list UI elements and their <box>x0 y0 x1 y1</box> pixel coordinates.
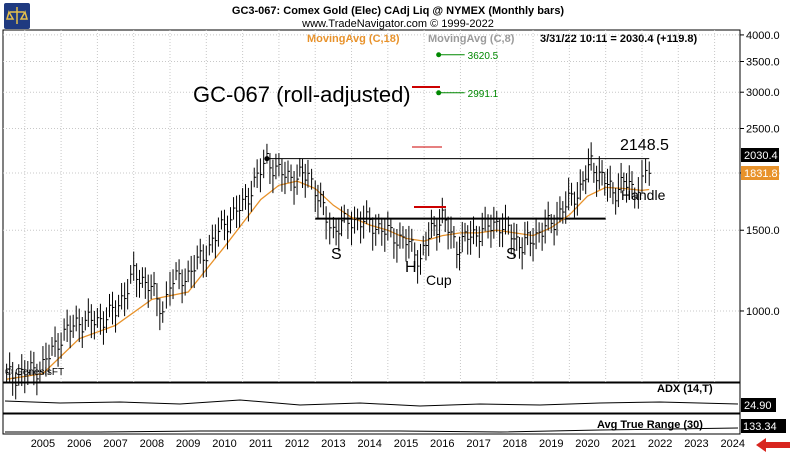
x-tick-label: 2024 <box>720 438 744 450</box>
x-tick-label: 2013 <box>321 438 345 450</box>
head-label: H <box>405 259 417 276</box>
trade-navigator-logo <box>4 3 30 29</box>
x-tick-label: 2015 <box>394 438 418 450</box>
chart-subtitle: www.TradeNavigator.com © 1999-2022 <box>301 18 494 30</box>
x-tick-label: 2006 <box>67 438 91 450</box>
x-tick-label: 2014 <box>357 438 381 450</box>
ma-slow-legend: MovingAvg (C,8) <box>428 33 515 45</box>
x-tick-label: 2018 <box>503 438 527 450</box>
svg-text:133.34: 133.34 <box>743 421 777 433</box>
chart-title: GC3-067: Comex Gold (Elec) CAdj Liq @ NY… <box>232 5 565 17</box>
atr-value-badge: 133.34 <box>741 419 786 433</box>
resistance-label: 2148.5 <box>620 137 669 154</box>
atr-line <box>5 427 739 433</box>
adx-line <box>4 399 739 407</box>
y-tick-label: 1500.0 <box>746 225 780 237</box>
svg-text:1831.8: 1831.8 <box>744 168 778 180</box>
ma-fast-legend: MovingAvg (C,18) <box>307 33 400 45</box>
target-label: 3620.5 <box>468 51 499 62</box>
x-tick-label: 2005 <box>31 438 55 450</box>
ma-18-line <box>6 180 650 380</box>
x-tick-label: 2021 <box>612 438 636 450</box>
right-shoulder-label: S <box>506 246 517 263</box>
x-tick-label: 2008 <box>140 438 164 450</box>
target-label: 2991.1 <box>468 89 499 100</box>
x-axis: 2005 2006 2007 2008 2009 2010 2011 2012 2013 2014… <box>31 438 745 450</box>
x-tick-label: 2019 <box>539 438 563 450</box>
adx-value-badge: 24.90 <box>741 398 776 412</box>
ma-value-badge: 1831.8 <box>741 166 779 180</box>
y-tick-label: 3000.0 <box>746 87 780 99</box>
price-panel <box>2 29 741 383</box>
moving-average-series <box>6 180 650 380</box>
copyright-label: © GenesisFT <box>5 367 64 378</box>
scroll-right-arrow-icon[interactable] <box>754 437 792 453</box>
x-tick-label: 2012 <box>285 438 309 450</box>
left-shoulder-label: S <box>331 246 342 263</box>
handle-label: Handle <box>621 187 666 203</box>
target-marker <box>436 52 442 58</box>
last-bar-readout: 3/31/22 10:11 = 2030.4 (+119.8) <box>540 33 698 45</box>
x-tick-label: 2016 <box>430 438 454 450</box>
y-tick-label: 1000.0 <box>746 306 780 318</box>
y-tick-label: 4000.0 <box>746 30 780 42</box>
x-tick-label: 2020 <box>575 438 599 450</box>
price-series <box>6 142 652 400</box>
cup-label: Cup <box>426 272 452 288</box>
y-tick-label: 2500.0 <box>746 124 780 136</box>
last-price-badge: 2030.4 <box>741 148 779 162</box>
x-tick-label: 2009 <box>176 438 200 450</box>
atr-label: Avg True Range (30) <box>597 419 703 431</box>
x-tick-label: 2011 <box>249 438 273 450</box>
adx-label: ADX (14,T) <box>657 383 713 395</box>
price-targets: 3620.5 2991.1 <box>436 51 499 100</box>
y-tick-label: 3500.0 <box>746 57 780 69</box>
x-tick-label: 2017 <box>466 438 490 450</box>
atr-panel <box>2 413 741 435</box>
x-tick-label: 2007 <box>103 438 127 450</box>
x-tick-label: 2010 <box>212 438 236 450</box>
main-annotation-title: GC-067 (roll-adjusted) <box>193 82 411 107</box>
adx-panel <box>2 382 741 414</box>
target-marker <box>436 90 442 96</box>
x-tick-label: 2022 <box>648 438 672 450</box>
svg-text:24.90: 24.90 <box>744 400 772 412</box>
x-tick-label: 2023 <box>684 438 708 450</box>
svg-text:2030.4: 2030.4 <box>744 150 778 162</box>
